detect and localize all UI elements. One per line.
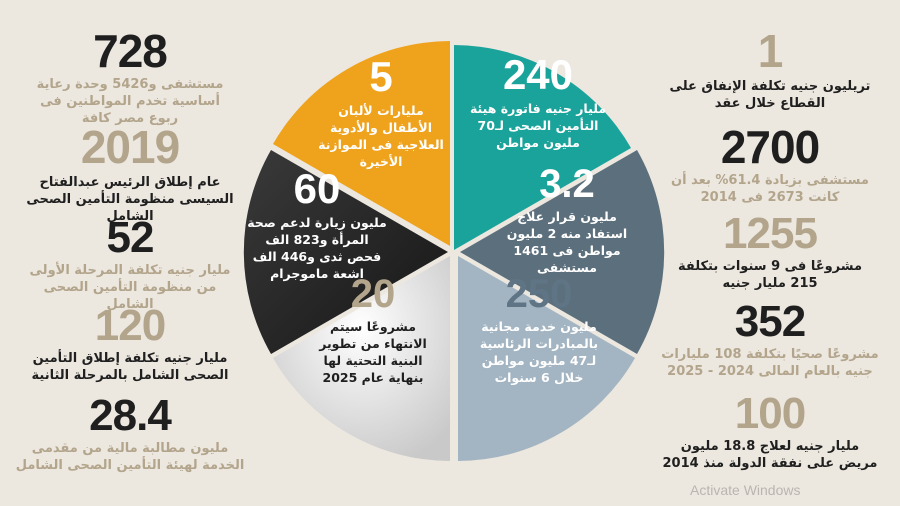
pie-infographic: 240 مليار جنيه فاتورة هيئة التأمين الصحى… — [236, 38, 666, 468]
stat-description: مليار جنيه لعلاج 18.8 مليون مريض على نفق… — [662, 439, 878, 471]
stat-number: 100 — [734, 389, 806, 438]
segment-text: مليون زيارة لدعم صحة المرأة و823 الف فحص… — [247, 215, 387, 281]
stat-description: مليون مطالبة مالية من مقدمى الخدمة لهيئة… — [15, 441, 245, 473]
stat-728: 728 مستشفى و5426 وحدة رعاية أساسية تخدم … — [0, 28, 260, 127]
pie-graphic — [243, 41, 665, 461]
stat-number: 352 — [734, 297, 806, 346]
stat-1255: 1255 مشروعًا فى 9 سنوات بتكلفة 215 مليار… — [640, 212, 900, 292]
stat-number: 1 — [757, 25, 784, 77]
stat-description: مستشفى و5426 وحدة رعاية أساسية تخدم المو… — [36, 77, 224, 126]
segment-number: 5 — [369, 53, 393, 100]
pie-slice-blue — [458, 256, 635, 461]
stat-52: 52 مليار جنيه تكلفة المرحلة الأولى من من… — [0, 216, 260, 313]
segment-text: مليون خدمة مجانية بالمبادرات الرئاسية لـ… — [479, 319, 599, 385]
stat-352: 352 مشروعًا صحيًا بتكلفة 108 مليارات جني… — [640, 300, 900, 380]
segment-black-label: 60 مليون زيارة لدعم صحة المرأة و823 الف … — [242, 168, 392, 282]
segment-number: 60 — [293, 165, 341, 212]
stat-number: 728 — [93, 25, 168, 77]
stat-number: 28.4 — [89, 391, 172, 440]
stat-description: تريليون جنيه تكلفة الإنفاق على القطاع خل… — [669, 79, 871, 111]
stat-120: 120 مليار جنيه تكلفة إطلاق التأمين الصحى… — [0, 304, 260, 384]
segment-text: مليار جنيه فاتورة هيئة التأمين الصحى لـ7… — [469, 101, 607, 150]
segment-teal-label: 240 مليار جنيه فاتورة هيئة التأمين الصحى… — [458, 54, 618, 151]
stat-number: 1255 — [723, 209, 818, 258]
stat-description: مليار جنيه تكلفة المرحلة الأولى من منظوم… — [29, 263, 231, 312]
segment-text: مليارات لألبان الأطفال والأدوية العلاجية… — [318, 103, 444, 169]
stat-number: 120 — [94, 301, 166, 350]
stat-number: 2019 — [80, 121, 180, 173]
stat-1: 1 تريليون جنيه تكلفة الإنفاق على القطاع … — [640, 28, 900, 112]
segment-white-label: 20 مشروعًا سيتم الانتهاء من تطوير البنية… — [298, 274, 448, 386]
pie-slice-white — [273, 256, 450, 461]
segment-number: 250 — [505, 272, 573, 316]
segment-number: 240 — [502, 51, 574, 98]
pie-slice-orange — [273, 41, 450, 246]
stat-28-4: 28.4 مليون مطالبة مالية من مقدمى الخدمة … — [0, 394, 260, 474]
segment-orange-label: 5 مليارات لألبان الأطفال والأدوية العلاج… — [306, 56, 456, 170]
pie-slice-teal — [454, 45, 631, 250]
stat-description: مشروعًا صحيًا بتكلفة 108 مليارات جنيه با… — [661, 347, 879, 379]
segment-text: مشروعًا سيتم الانتهاء من تطوير البنية ال… — [319, 319, 427, 385]
stat-2019: 2019 عام إطلاق الرئيس عبدالفتاح السيسى م… — [0, 124, 260, 225]
stat-number: 52 — [106, 213, 155, 262]
stat-description: مشروعًا فى 9 سنوات بتكلفة 215 مليار جنيه — [677, 259, 863, 291]
stat-2700: 2700 مستشفى بزيادة 61.4% بعد أن كانت 267… — [640, 124, 900, 206]
segment-number: 20 — [350, 272, 396, 316]
segment-blue-label: 250 مليون خدمة مجانية بالمبادرات الرئاسي… — [464, 274, 614, 386]
stat-description: مستشفى بزيادة 61.4% بعد أن كانت 2673 فى … — [671, 173, 869, 205]
stat-description: مليار جنيه تكلفة إطلاق التأمين الصحى الش… — [31, 351, 229, 383]
segment-number: 3.2 — [539, 162, 595, 206]
stat-number: 2700 — [720, 121, 820, 173]
stat-description: عام إطلاق الرئيس عبدالفتاح السيسى منظومة… — [26, 175, 234, 224]
stat-100: 100 مليار جنيه لعلاج 18.8 مليون مريض على… — [640, 392, 900, 472]
activation-watermark: Activate Windows — [690, 482, 801, 498]
segment-text: مليون قرار علاج استفاد منه 2 مليون مواطن… — [506, 209, 628, 275]
pie-slice-black — [243, 150, 448, 354]
pie-slice-slate — [460, 150, 665, 354]
segment-slate-label: 3.2 مليون قرار علاج استفاد منه 2 مليون م… — [492, 164, 642, 276]
